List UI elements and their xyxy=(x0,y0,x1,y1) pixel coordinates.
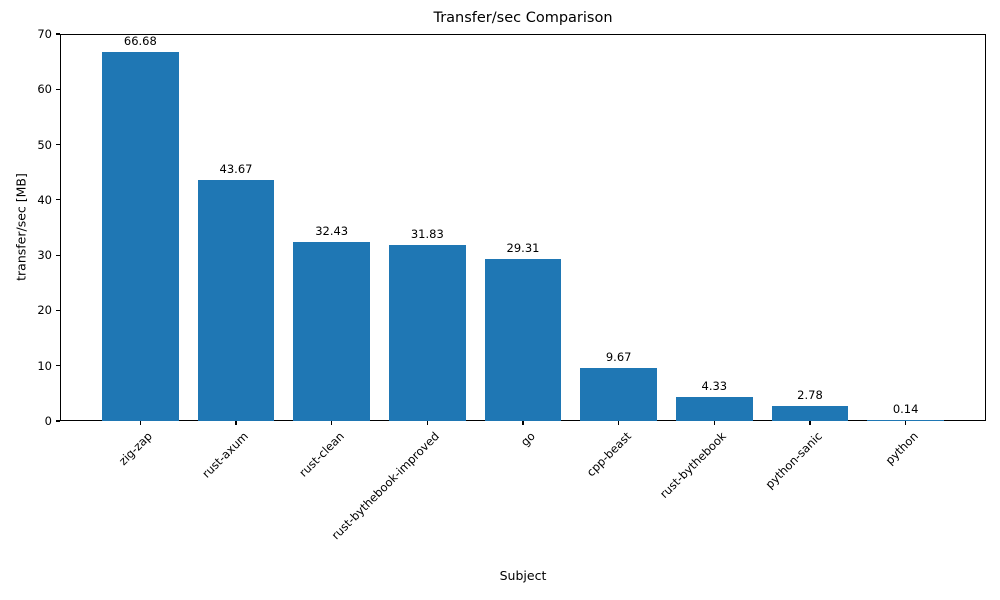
x-tick-mark xyxy=(618,421,620,425)
x-axis-label: Subject xyxy=(499,568,547,583)
bar-value-label: 2.78 xyxy=(797,387,823,402)
bar xyxy=(771,405,849,421)
y-tick-mark xyxy=(56,365,60,367)
x-tick-mark xyxy=(809,421,811,425)
y-tick-label: 30 xyxy=(37,248,52,263)
y-tick-label: 50 xyxy=(37,137,52,152)
x-tick-mark xyxy=(522,421,524,425)
bar-value-label: 4.33 xyxy=(701,379,728,394)
bar xyxy=(580,367,657,421)
bar-value-label: 0.14 xyxy=(892,402,919,416)
x-tick-mark xyxy=(905,421,907,425)
bar xyxy=(102,52,179,421)
bar-value-label: 9.67 xyxy=(605,349,632,364)
y-tick-mark xyxy=(56,420,60,422)
y-tick-label: 10 xyxy=(37,358,52,373)
x-tick-mark xyxy=(426,421,428,425)
y-tick-label: 70 xyxy=(37,27,52,41)
y-tick-mark xyxy=(56,33,60,35)
y-tick-mark xyxy=(56,254,60,256)
y-tick-mark xyxy=(56,199,60,201)
y-tick-label: 60 xyxy=(37,82,52,97)
chart-title: Transfer/sec Comparison xyxy=(433,10,613,26)
bar-value-label: 29.31 xyxy=(506,240,540,255)
y-tick-label: 40 xyxy=(37,192,52,207)
bar-value-label: 66.68 xyxy=(123,34,157,49)
bar xyxy=(867,420,944,421)
y-tick-mark xyxy=(56,88,60,90)
bar xyxy=(484,258,562,421)
bar-value-label: 31.83 xyxy=(410,227,444,242)
y-tick-label: 20 xyxy=(37,303,52,318)
x-tick-mark xyxy=(331,421,333,425)
bar xyxy=(676,397,753,421)
x-tick-mark xyxy=(235,421,237,425)
bar xyxy=(197,179,275,421)
bar-value-label: 43.67 xyxy=(219,161,253,176)
bar-value-label: 32.43 xyxy=(315,223,349,238)
y-tick-mark xyxy=(56,309,60,312)
y-axis-label: transfer/sec [MB] xyxy=(13,173,29,281)
x-tick-mark xyxy=(139,421,141,425)
y-tick-label: 0 xyxy=(44,414,52,428)
x-tick-mark xyxy=(713,421,715,425)
bar xyxy=(389,245,466,421)
y-tick-mark xyxy=(56,143,60,146)
bar xyxy=(293,241,370,421)
